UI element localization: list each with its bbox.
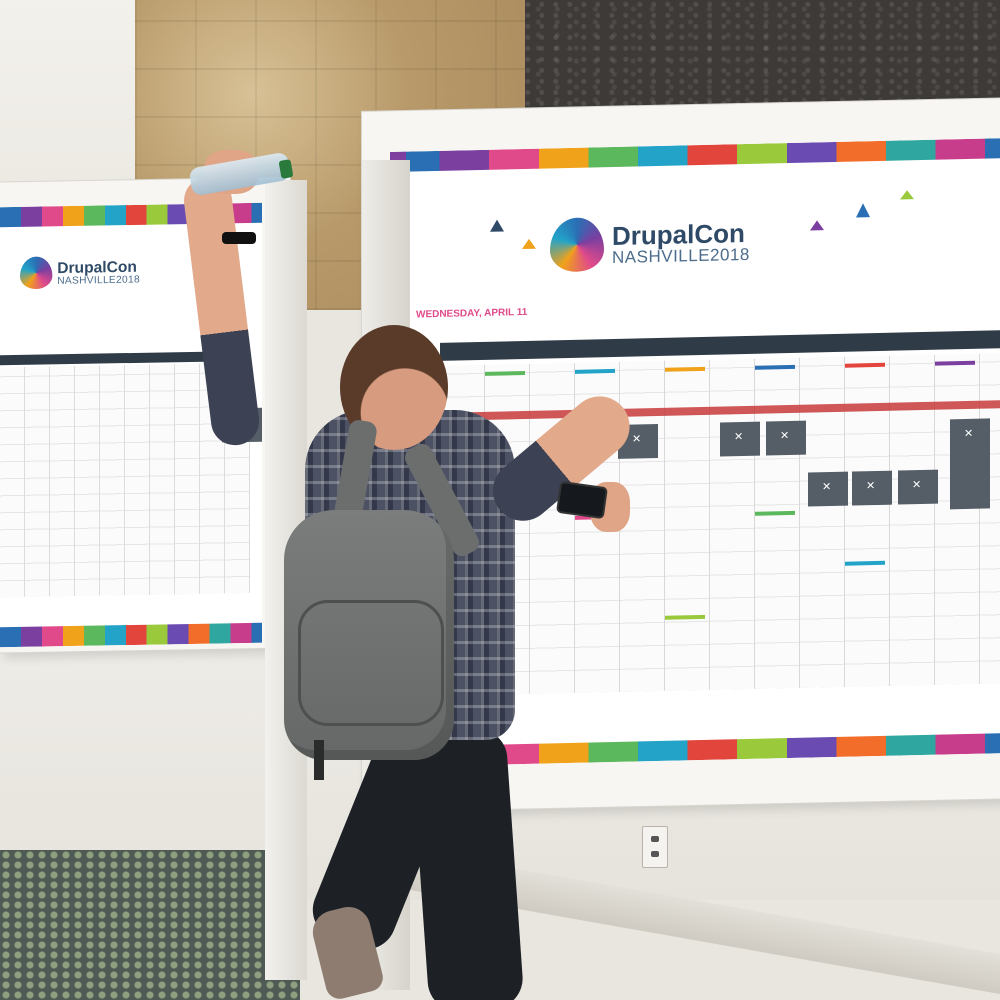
ear: [425, 385, 445, 415]
smartphone: [556, 480, 608, 520]
carpet: [0, 850, 300, 1000]
backpack-strap-end: [314, 740, 324, 780]
raised-arm: [181, 174, 262, 448]
power-outlet: [642, 826, 668, 868]
right-leg: [410, 727, 525, 1000]
backpack-pocket: [298, 600, 444, 726]
wristwatch: [222, 232, 256, 244]
bottle-cap: [278, 159, 294, 179]
